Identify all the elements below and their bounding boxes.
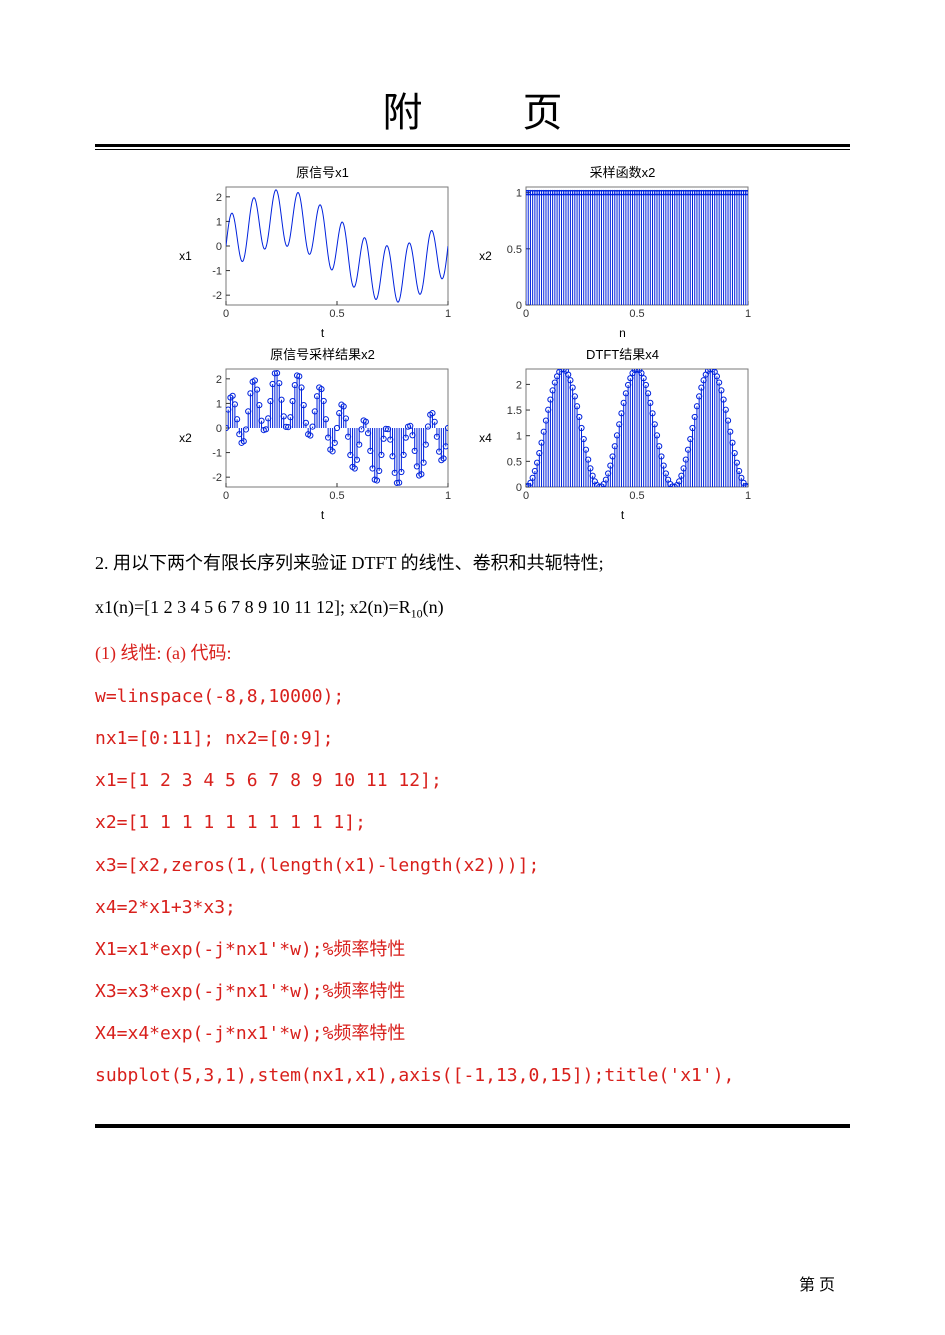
subplot-br-axes: 0 0.5 1 0 0.5 1 1.5 2: [494, 365, 754, 510]
svg-text:0.5: 0.5: [329, 308, 344, 320]
subplot-tr-ylabel: x2: [478, 249, 494, 263]
svg-text:0.5: 0.5: [506, 244, 521, 256]
subplot-bl-ylabel: x2: [178, 431, 194, 445]
code-l7: X1=x1*exp(-j*nx1'*w);%频率特性: [95, 933, 850, 967]
code-block: w=linspace(-8,8,10000); nx1=[0:11]; nx2=…: [95, 680, 850, 1094]
subplot-tl-ylabel: x1: [178, 249, 194, 263]
svg-text:1.5: 1.5: [506, 405, 521, 417]
svg-text:0.5: 0.5: [629, 308, 644, 320]
subplot-br-ylabel: x4: [478, 431, 494, 445]
q2-def-sub: 10: [411, 607, 423, 621]
svg-text:1: 1: [444, 490, 450, 502]
svg-text:-2: -2: [212, 290, 222, 302]
svg-text:0: 0: [222, 308, 228, 320]
subplot-bl-axes: 0 0.5 1 -2 -1 0 1 2: [194, 365, 454, 510]
subplot-tl: 原信号x1 x1 0 0.5 1 -2 -1 0 1 2 t: [178, 162, 468, 340]
svg-text:0.5: 0.5: [629, 490, 644, 502]
code-l1: w=linspace(-8,8,10000);: [95, 680, 850, 714]
svg-text:-1: -1: [212, 448, 222, 460]
svg-text:1: 1: [215, 398, 221, 410]
subplot-tl-xlabel: t: [178, 326, 468, 340]
subplot-bl-title: 原信号采样结果x2: [178, 344, 468, 363]
svg-text:-1: -1: [212, 266, 222, 278]
svg-text:1: 1: [744, 490, 750, 502]
code-l9: X4=x4*exp(-j*nx1'*w);%频率特性: [95, 1017, 850, 1051]
svg-text:0: 0: [222, 490, 228, 502]
page-title: 附页: [95, 80, 850, 138]
svg-text:1: 1: [744, 308, 750, 320]
subplot-tr: 采样函数x2 x2 0 0.5 1 0 0.5 1 n: [478, 162, 768, 340]
q2-def: x1(n)=[1 2 3 4 5 6 7 8 9 10 11 12]; x2(n…: [95, 590, 850, 625]
subplot-tl-axes: 0 0.5 1 -2 -1 0 1 2: [194, 183, 454, 328]
svg-text:1: 1: [515, 188, 521, 200]
svg-text:1: 1: [444, 308, 450, 320]
svg-text:0: 0: [515, 482, 521, 494]
svg-text:2: 2: [215, 192, 221, 204]
q2-part1: (1) 线性: (a) 代码:: [95, 636, 850, 670]
svg-text:0.5: 0.5: [506, 456, 521, 468]
svg-text:2: 2: [515, 379, 521, 391]
svg-text:-2: -2: [212, 472, 222, 484]
svg-text:0: 0: [522, 308, 528, 320]
footer-rule-thick: [95, 1125, 850, 1128]
subplot-bl: 原信号采样结果x2 x2 0 0.5 1 -2 -1 0 1 2 t: [178, 344, 468, 522]
svg-text:0: 0: [215, 241, 221, 253]
footer-rules: [95, 1124, 850, 1128]
header-rule-thick: [95, 144, 850, 147]
code-l3: x1=[1 2 3 4 5 6 7 8 9 10 11 12];: [95, 764, 850, 798]
svg-text:0: 0: [215, 423, 221, 435]
subplot-tr-axes: 0 0.5 1 0 0.5 1: [494, 183, 754, 328]
subplot-br-xlabel: t: [478, 508, 768, 522]
subplot-bl-xlabel: t: [178, 508, 468, 522]
subplot-tr-xlabel: n: [478, 326, 768, 340]
code-l6: x4=2*x1+3*x3;: [95, 891, 850, 925]
subplot-tr-title: 采样函数x2: [478, 162, 768, 181]
code-l10: subplot(5,3,1),stem(nx1,x1),axis([-1,13,…: [95, 1059, 850, 1093]
figure-grid: 原信号x1 x1 00.51-2-1012 t 采样函数x2 x2 00.510…: [178, 162, 768, 522]
svg-text:1: 1: [215, 216, 221, 228]
page-number: 第 页: [799, 1271, 835, 1295]
svg-text:0.5: 0.5: [329, 490, 344, 502]
subplot-br-title: DTFT结果x4: [478, 344, 768, 363]
body-text: 2. 用以下两个有限长序列来验证 DTFT 的线性、卷积和共轭特性; x1(n)…: [95, 546, 850, 670]
header-rule-thin: [95, 149, 850, 150]
subplot-tl-title: 原信号x1: [178, 162, 468, 181]
code-l4: x2=[1 1 1 1 1 1 1 1 1 1];: [95, 806, 850, 840]
code-l5: x3=[x2,zeros(1,(length(x1)-length(x2)))]…: [95, 849, 850, 883]
svg-text:0: 0: [522, 490, 528, 502]
subplot-br: DTFT结果x4 x4 0 0.5 1 0 0.5 1 1.5 2 t: [478, 344, 768, 522]
svg-text:2: 2: [215, 374, 221, 386]
svg-text:0: 0: [515, 300, 521, 312]
q2-def-pre: x1(n)=[1 2 3 4 5 6 7 8 9 10 11 12]; x2(n…: [95, 597, 411, 617]
q2-def-post: (n): [423, 597, 444, 617]
code-l8: X3=x3*exp(-j*nx1'*w);%频率特性: [95, 975, 850, 1009]
page: 附页 原信号x1 x1 0 0.5 1 -2 -1 0 1 2 t 采样函数x2 x2 0 0.…: [0, 0, 945, 1335]
svg-text:1: 1: [515, 431, 521, 443]
q2-intro: 2. 用以下两个有限长序列来验证 DTFT 的线性、卷积和共轭特性;: [95, 546, 850, 580]
code-l2: nx1=[0:11]; nx2=[0:9];: [95, 722, 850, 756]
